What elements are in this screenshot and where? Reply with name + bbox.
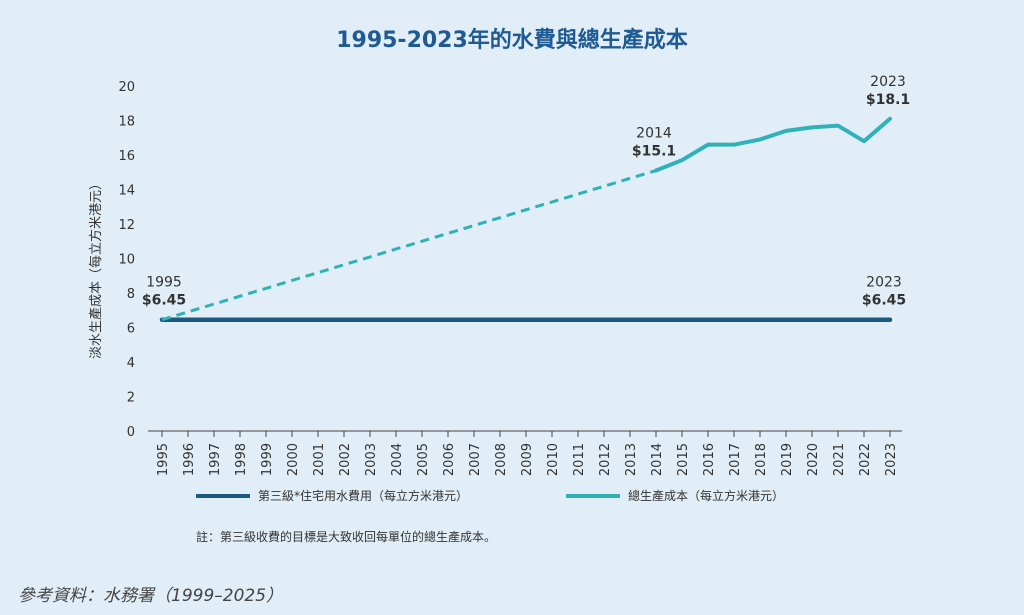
x-tick-label: 2020 [806,443,821,476]
x-tick-label: 2021 [832,443,847,476]
annotation-year: 1995 [146,275,182,291]
y-tick-label: 8 [127,287,135,302]
annotations: 1995 $6.45 2014 $15.1 2023 $18.1 2023 $6.45 [142,74,910,309]
x-tick-label: 2003 [364,443,379,476]
series-line-cost-dashed [161,169,657,322]
chart-title: 1995-2023年的水費與總生產成本 [336,27,688,53]
y-tick-label: 2 [127,391,135,406]
y-tick-label: 20 [118,80,135,95]
series-lines [159,116,893,322]
series-line-cost-solid [654,116,892,173]
x-tick-label: 2016 [702,443,717,476]
x-tick-label: 2008 [494,443,509,476]
annotation-value: $6.45 [862,293,906,309]
y-tick-label: 0 [127,425,135,440]
x-tick-label: 2002 [338,443,353,476]
x-tick-labels: 1995 1996 1997 1998 1999 2000 2001 2002 2003 2004… [156,431,899,476]
legend: 第三級*住宅用水費用（每立方米港元） 總生產成本（每立方米港元） [196,488,784,503]
annotation-year: 2014 [636,126,672,142]
x-tick-label: 2000 [286,443,301,476]
y-tick-label: 4 [127,356,135,371]
y-axis-label: 淡水生產成本（每立方米港元） [88,177,104,359]
x-tick-label: 2010 [546,443,561,476]
x-tick-label: 2005 [416,443,431,476]
footnote: 註：第三級收費的目標是大致收回每單位的總生產成本。 [196,529,496,544]
x-tick-label: 2006 [442,443,457,476]
annotation-year: 2023 [866,275,902,291]
annotation-value: $15.1 [632,144,676,160]
x-tick-label: 1998 [234,443,249,476]
annotation-value: $18.1 [866,92,910,108]
source-citation: 參考資料：水務署（1999–2025） [18,586,283,606]
x-tick-label: 2014 [650,443,665,476]
y-tick-label: 14 [118,184,135,199]
annotation-value: $6.45 [142,293,186,309]
x-tick-label: 2022 [858,443,873,476]
x-tick-label: 2023 [884,443,899,476]
legend-label-tariff: 第三級*住宅用水費用（每立方米港元） [258,488,468,503]
x-tick-label: 2004 [390,443,405,476]
x-tick-label: 1995 [156,443,171,476]
x-tick-label: 2012 [598,443,613,476]
annotation-year: 2023 [870,74,906,90]
x-tick-label: 2013 [624,443,639,476]
x-tick-label: 1997 [208,443,223,476]
x-tick-label: 2015 [676,443,691,476]
legend-label-cost: 總生產成本（每立方米港元） [628,488,784,503]
x-tick-label: 2001 [312,443,327,476]
x-tick-label: 1999 [260,443,275,476]
x-tick-label: 2009 [520,443,535,476]
y-tick-label: 18 [118,115,135,130]
x-tick-label: 2007 [468,443,483,476]
x-tick-label: 2019 [780,443,795,476]
y-tick-label: 16 [118,149,135,164]
x-tick-label: 2017 [728,443,743,476]
x-tick-label: 1996 [182,443,197,476]
x-tick-label: 2011 [572,443,587,476]
y-tick-label: 10 [118,253,135,268]
x-tick-label: 2018 [754,443,769,476]
y-tick-labels: 0 2 4 6 8 10 12 14 16 18 20 [118,80,135,440]
y-tick-label: 12 [118,218,135,233]
y-tick-label: 6 [127,322,135,337]
